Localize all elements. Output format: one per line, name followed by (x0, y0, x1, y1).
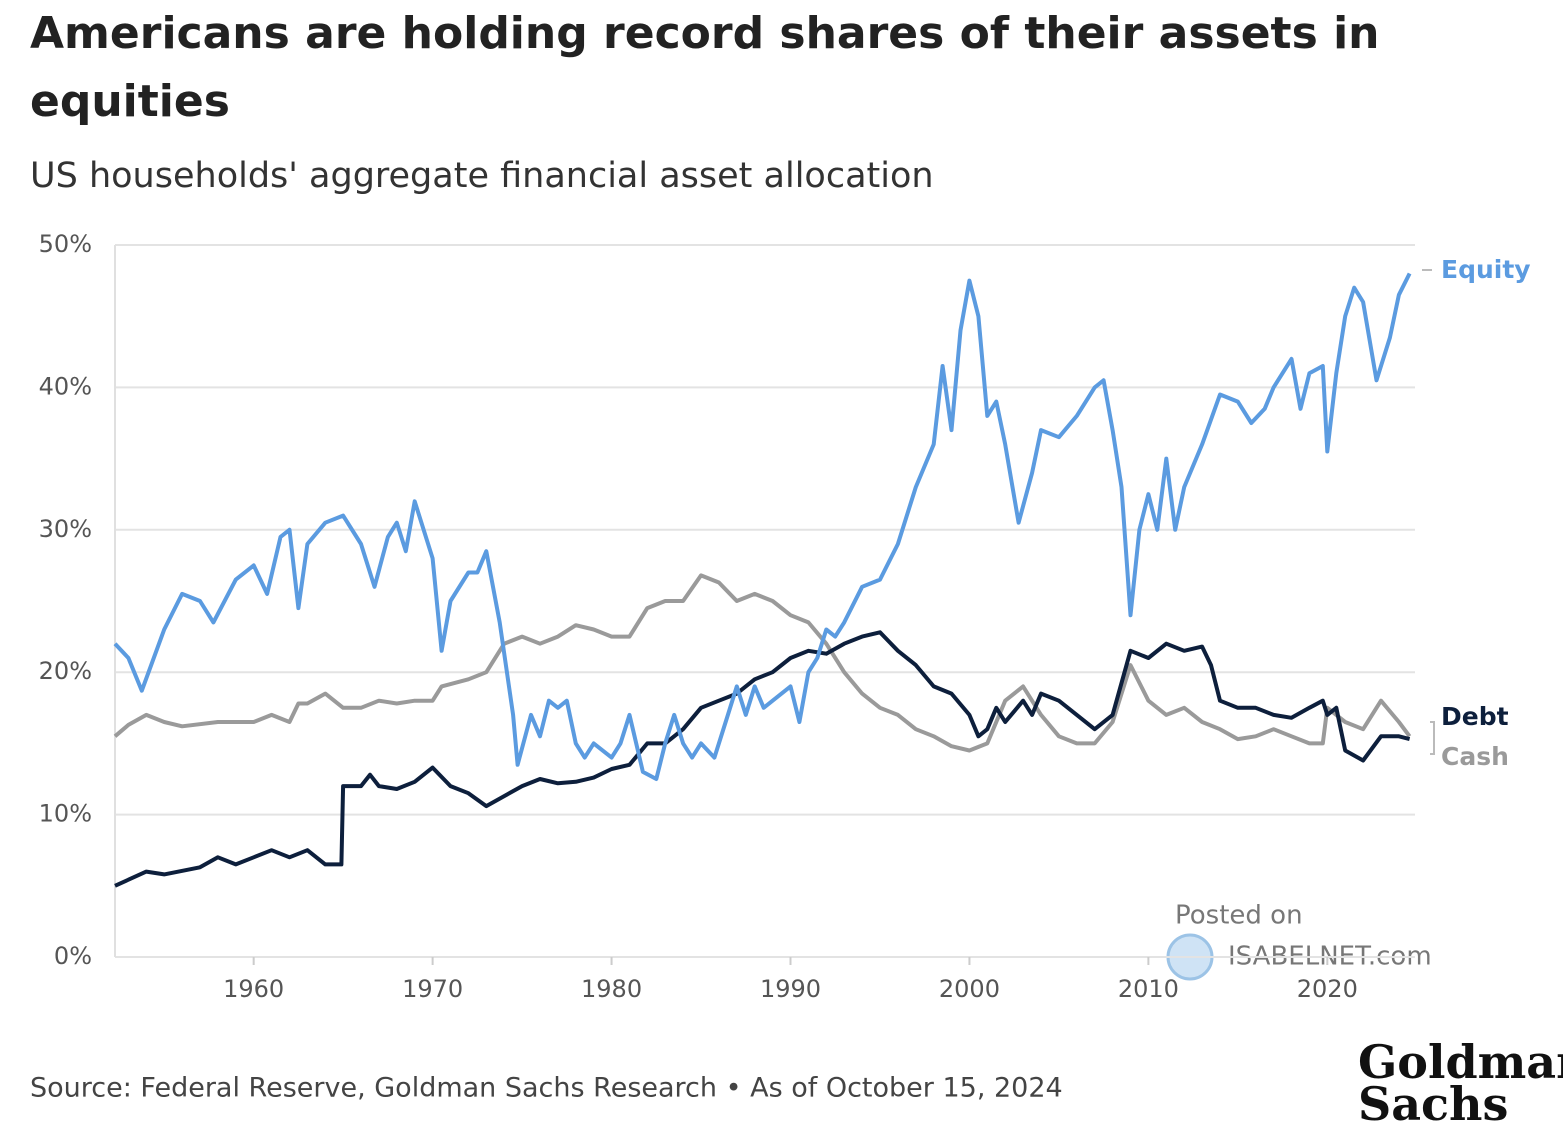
x-tick-label: 2020 (1297, 975, 1358, 1003)
y-tick-label: 0% (54, 942, 92, 970)
logo: Goldman (1358, 1035, 1563, 1089)
x-tick-label: 2000 (939, 975, 1000, 1003)
logo: Sachs (1358, 1077, 1508, 1131)
x-tick-label: 1960 (223, 975, 284, 1003)
x-tick-label: 1990 (760, 975, 821, 1003)
line-series (114, 630, 1411, 888)
plot-area: 0% 10% 20% 30% 40% 50% 1960 1970 1980 1990 2000 201… (39, 230, 1531, 1003)
y-tick-label: 10% (39, 800, 92, 828)
chart-title: Americans are holding record shares of t… (30, 8, 1380, 59)
y-tick-label: 40% (39, 372, 92, 400)
x-tick-label: 1970 (402, 975, 463, 1003)
label-connector (1422, 269, 1435, 755)
x-tick-label: 2010 (1118, 975, 1179, 1003)
series-label: Debt (1441, 702, 1509, 731)
chart-subtitle: US households' aggregate financial asset… (30, 156, 934, 196)
chart-title: equities (30, 76, 230, 127)
y-tick-label: 30% (39, 515, 92, 543)
line-series (113, 272, 1412, 781)
y-tick-label: 20% (39, 657, 92, 685)
watermark: Posted on (1175, 901, 1303, 931)
series-label: Equity (1441, 255, 1531, 284)
series-label: Cash (1441, 742, 1509, 771)
x-tick-label: 1980 (581, 975, 642, 1003)
line-series (113, 573, 1412, 753)
y-tick-label: 50% (39, 230, 92, 258)
source: Source: Federal Reserve, Goldman Sachs R… (30, 1073, 1063, 1104)
